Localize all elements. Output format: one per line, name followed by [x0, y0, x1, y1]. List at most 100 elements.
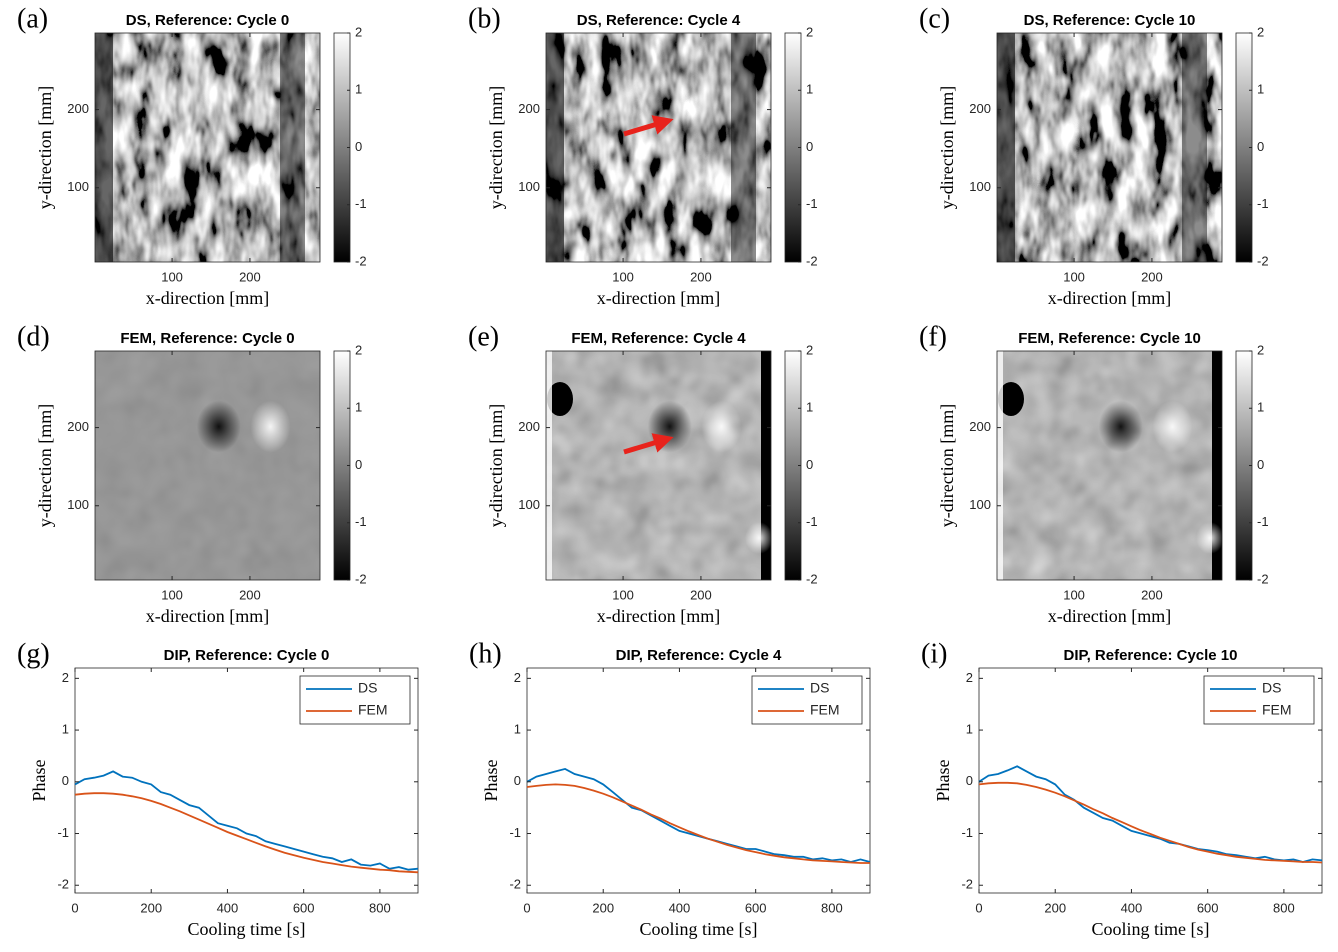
colorbar-tick-label: 1 [1257, 400, 1264, 415]
axes-box [94, 350, 321, 581]
panel-label: (g) [17, 638, 50, 669]
line-series [526, 783, 870, 864]
heatmap-image [997, 33, 1222, 262]
panel-label: (i) [921, 638, 947, 669]
y-tick-label: 1 [966, 722, 973, 737]
x-tick-label: 800 [821, 900, 843, 915]
legend-label: DS [358, 680, 377, 696]
legend-label: DS [1262, 680, 1281, 696]
x-tick-label: 200 [1141, 269, 1163, 284]
y-tick-label: 2 [62, 670, 69, 685]
colorbar-tick-label: -2 [355, 253, 367, 268]
panel-label: (b) [468, 3, 501, 34]
line-series [978, 781, 1323, 864]
axes-box [996, 32, 1223, 263]
x-axis-label: Cooling time [s] [1092, 919, 1210, 939]
x-axis-label: x-direction [mm] [146, 606, 269, 626]
texture [997, 33, 1222, 262]
light-edge [546, 351, 552, 580]
x-axis-label: Cooling time [s] [188, 919, 306, 939]
colorbar-tick-label: -1 [355, 514, 367, 529]
x-axis-label: x-direction [mm] [597, 288, 720, 308]
panel: (g) DIP, Reference: Cycle 0 DS FEM 0 200 400 60… [17, 638, 419, 939]
colorbar-tick-label: -2 [806, 253, 818, 268]
colorbar-tick-label: 0 [1257, 457, 1264, 472]
colorbar-tick-label: -2 [1257, 253, 1269, 268]
x-tick-label: 400 [669, 900, 691, 915]
heatmap-image [546, 33, 771, 262]
x-axis-label: x-direction [mm] [1048, 288, 1171, 308]
colorbar-tick-label: -1 [355, 196, 367, 211]
x-tick-label: 200 [1044, 900, 1066, 915]
legend-label: FEM [1262, 702, 1292, 718]
panel: (f) FEM, Reference: Cycle 10 -2 -1 0 1 2 100 200… [919, 321, 1269, 626]
y-tick-label: 200 [969, 101, 991, 116]
y-tick-label: 100 [518, 497, 540, 512]
line-series [74, 770, 419, 871]
texture [95, 33, 320, 262]
y-tick-label: -1 [961, 825, 973, 840]
y-tick-label: 1 [62, 722, 69, 737]
y-tick-label: -2 [57, 877, 69, 892]
legend-label: FEM [358, 702, 388, 718]
colorbar-tick-label: 2 [806, 342, 813, 357]
chart-title: DS, Reference: Cycle 0 [126, 12, 289, 29]
colorbar-tick-label: 0 [355, 139, 362, 154]
tint [997, 351, 1222, 580]
x-axis-label: x-direction [mm] [1048, 606, 1171, 626]
chart-title: FEM, Reference: Cycle 10 [1018, 330, 1201, 347]
chart-title: FEM, Reference: Cycle 0 [120, 330, 294, 347]
chart-title: DIP, Reference: Cycle 4 [616, 647, 782, 664]
dark-spot [196, 400, 241, 453]
dark-band [280, 33, 305, 262]
colorbar-tick-label: 2 [1257, 24, 1264, 39]
legend-label: FEM [810, 702, 840, 718]
light-spot [250, 400, 291, 453]
x-tick-label: 600 [745, 900, 767, 915]
colorbar-tick-label: 0 [1257, 139, 1264, 154]
x-tick-label: 200 [690, 269, 712, 284]
light-spot [745, 522, 771, 554]
heatmap-image [997, 351, 1222, 580]
line-series [978, 765, 1323, 863]
y-tick-label: -2 [509, 877, 521, 892]
dark-band [997, 33, 1015, 262]
axes-box [94, 32, 321, 263]
y-tick-label: 200 [67, 419, 89, 434]
texture [997, 351, 1222, 580]
y-tick-label: 100 [969, 179, 991, 194]
y-tick-label: 200 [969, 419, 991, 434]
y-tick-label: 100 [518, 179, 540, 194]
panel: (e) FEM, Reference: Cycle 4 -2 -1 0 1 2 100 200 1… [468, 321, 818, 626]
panel: (c) DS, Reference: Cycle 10 -2 -1 0 1 2 100 200 1… [919, 3, 1269, 308]
chart-title: DIP, Reference: Cycle 10 [1064, 647, 1238, 664]
heatmap-image [95, 33, 320, 262]
x-tick-label: 200 [592, 900, 614, 915]
colorbar-tick-label: 2 [355, 24, 362, 39]
x-tick-label: 100 [612, 587, 634, 602]
panel: (d) FEM, Reference: Cycle 0 -2 -1 0 1 2 100 200 1… [17, 321, 367, 626]
colorbar-tick-label: 1 [355, 400, 362, 415]
x-tick-label: 200 [1141, 587, 1163, 602]
colorbar-tick-label: -2 [355, 571, 367, 586]
colorbar-tick-label: -1 [1257, 196, 1269, 211]
y-axis-label: Phase [933, 759, 953, 801]
colorbar-tick-label: 1 [1257, 82, 1264, 97]
colorbar-tick-label: -2 [806, 571, 818, 586]
axes-box [545, 350, 772, 581]
y-axis-label: Phase [481, 759, 501, 801]
y-axis-label: y-direction [mm] [937, 404, 957, 527]
legend-label: DS [810, 680, 829, 696]
legend-box [299, 675, 411, 725]
y-tick-label: 100 [969, 497, 991, 512]
y-tick-label: 100 [67, 497, 89, 512]
x-tick-label: 100 [161, 269, 183, 284]
legend-box [751, 675, 863, 725]
x-tick-label: 800 [1273, 900, 1295, 915]
y-tick-label: 1 [514, 722, 521, 737]
colorbar-tick-label: 1 [355, 82, 362, 97]
x-tick-label: 200 [239, 587, 261, 602]
y-tick-label: 2 [514, 670, 521, 685]
y-axis-label: y-direction [mm] [486, 86, 506, 209]
